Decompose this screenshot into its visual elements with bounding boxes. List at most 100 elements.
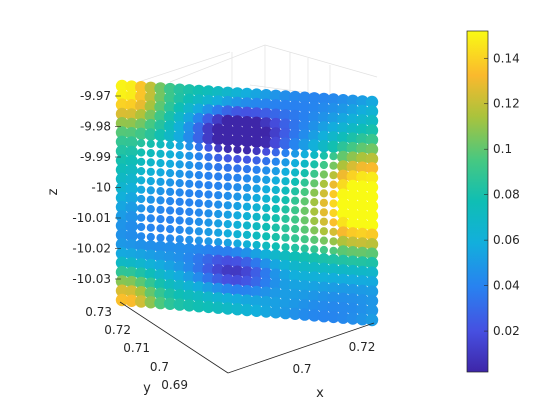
data-point	[233, 173, 242, 182]
data-point	[156, 159, 165, 168]
data-point	[214, 209, 223, 219]
data-point	[125, 294, 138, 307]
data-point	[214, 153, 223, 162]
y-tick-label: 0.72	[104, 323, 131, 337]
data-point	[233, 164, 242, 173]
data-point	[214, 172, 223, 181]
data-point	[298, 251, 311, 265]
data-point	[202, 132, 215, 145]
data-point	[365, 152, 379, 166]
data-point	[137, 176, 146, 185]
y-axis-label: y	[143, 381, 151, 396]
data-point	[166, 150, 175, 159]
data-point	[250, 295, 263, 308]
data-point	[204, 181, 213, 190]
data-point	[356, 313, 369, 326]
data-point	[212, 292, 225, 305]
data-point	[356, 142, 369, 155]
data-point	[291, 243, 300, 252]
data-point	[329, 152, 338, 161]
data-point	[337, 235, 350, 249]
z-tick-label: -10.02	[72, 242, 111, 256]
data-point	[262, 213, 271, 222]
data-point	[279, 306, 292, 320]
data-point	[173, 242, 186, 255]
data-point	[242, 230, 252, 239]
data-point	[115, 238, 129, 251]
data-point	[125, 257, 138, 270]
data-point	[166, 159, 175, 168]
data-point	[356, 218, 369, 231]
z-tick-label: -10.01	[72, 211, 111, 225]
data-point	[214, 181, 223, 190]
data-point	[337, 150, 350, 164]
data-point	[175, 179, 184, 188]
data-point	[233, 192, 242, 201]
data-point	[163, 288, 177, 301]
data-point	[135, 127, 148, 140]
data-point	[260, 267, 273, 281]
data-point	[279, 109, 292, 122]
data-point	[298, 270, 311, 284]
data-point	[163, 92, 177, 105]
colorbar-tick-label: 0.12	[493, 97, 520, 111]
data-point	[346, 293, 359, 306]
data-point	[125, 182, 138, 196]
data-point	[252, 156, 261, 165]
data-point	[115, 191, 129, 204]
data-point	[154, 110, 167, 123]
data-point	[125, 173, 138, 186]
data-point	[125, 285, 138, 298]
data-point	[183, 112, 196, 125]
data-point	[137, 167, 146, 176]
data-point	[163, 279, 177, 292]
data-point	[337, 169, 350, 182]
data-point	[202, 104, 215, 117]
data-point	[337, 292, 350, 305]
data-point	[269, 296, 282, 310]
data-point	[337, 198, 350, 211]
data-point	[260, 286, 273, 299]
data-point	[365, 181, 379, 194]
data-point	[146, 177, 155, 186]
data-point	[204, 190, 213, 199]
data-point	[298, 129, 311, 142]
data-point	[163, 120, 177, 133]
data-point	[252, 212, 261, 221]
data-point	[223, 182, 232, 191]
data-point	[365, 133, 379, 147]
data-point	[262, 157, 271, 166]
data-point	[250, 267, 263, 280]
data-point	[298, 138, 311, 151]
data-point	[252, 203, 261, 212]
data-point	[194, 208, 203, 217]
data-point	[308, 299, 321, 313]
data-point	[356, 189, 369, 203]
data-point	[163, 269, 177, 282]
data-point	[137, 204, 146, 213]
data-point	[231, 303, 244, 316]
data-point	[185, 189, 194, 198]
data-point	[221, 124, 234, 137]
data-point	[194, 189, 203, 198]
data-point	[327, 310, 340, 324]
data-point	[240, 303, 254, 317]
data-point	[327, 112, 340, 125]
data-point	[260, 117, 273, 130]
data-point	[356, 265, 369, 279]
data-point	[146, 167, 155, 176]
data-point	[288, 279, 302, 292]
data-point	[252, 240, 261, 250]
data-point	[279, 259, 292, 273]
data-point	[223, 191, 232, 200]
data-point	[250, 135, 263, 148]
data-point	[337, 273, 350, 287]
data-point	[260, 305, 273, 318]
data-point	[183, 261, 196, 275]
data-point	[252, 222, 261, 231]
data-point	[135, 99, 148, 113]
data-point	[233, 183, 242, 192]
data-point	[365, 105, 379, 118]
data-point	[317, 111, 331, 125]
z-tick-label: -10	[91, 181, 111, 195]
